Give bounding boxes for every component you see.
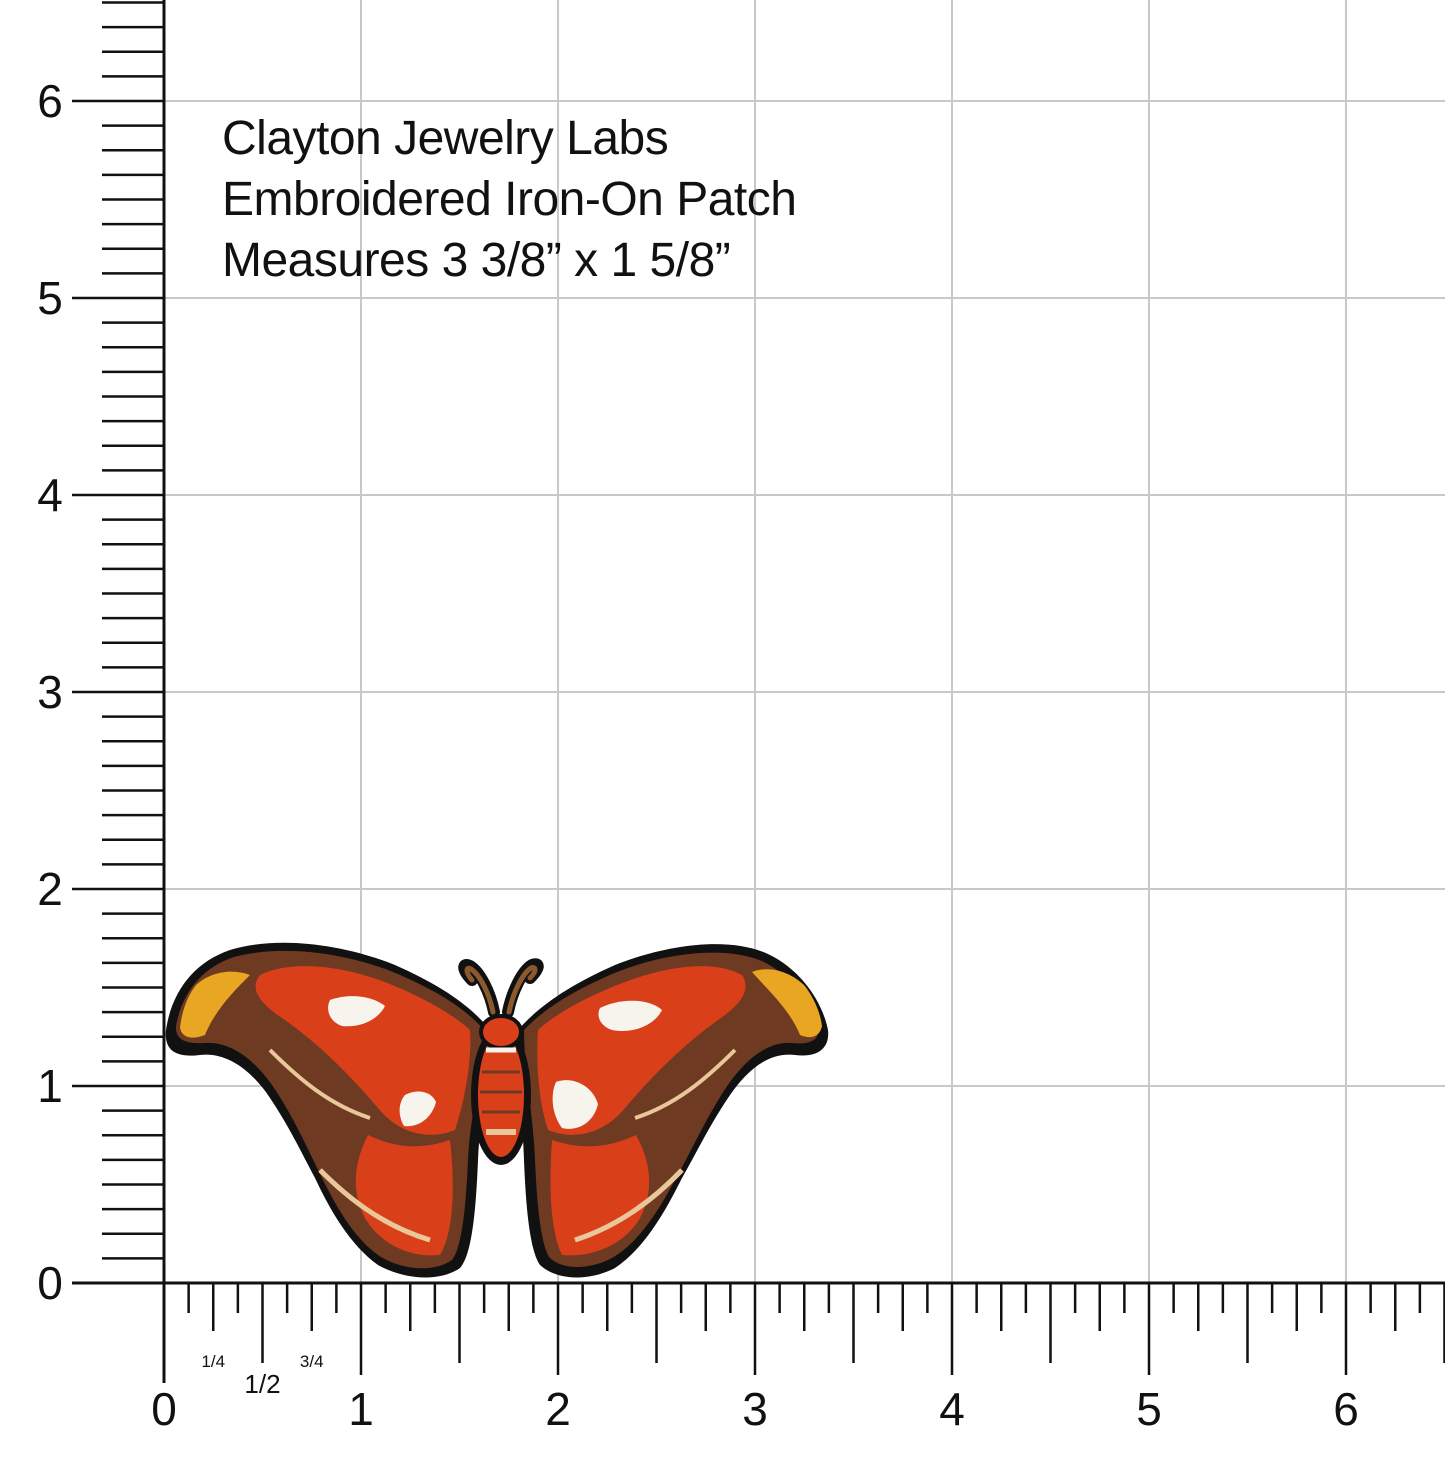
fraction-label: 3/4 xyxy=(300,1352,324,1371)
vertical-ruler: 0 1 2 3 4 5 6 xyxy=(37,0,166,1383)
horizontal-ruler-label: 6 xyxy=(1333,1383,1359,1435)
horizontal-ruler-label: 0 xyxy=(151,1383,177,1435)
horizontal-ruler-label: 4 xyxy=(939,1383,965,1435)
moth-patch-image xyxy=(165,942,829,1278)
moth-body xyxy=(458,958,544,1165)
caption-measurements: Measures 3 3/8” x 1 5/8” xyxy=(222,234,731,287)
fraction-label: 1/4 xyxy=(201,1352,225,1371)
product-caption: Clayton Jewelry Labs Embroidered Iron-On… xyxy=(222,108,797,291)
vertical-ruler-label: 4 xyxy=(37,469,63,521)
left-wing xyxy=(165,942,490,1278)
horizontal-ruler-label: 3 xyxy=(742,1383,768,1435)
right-hindwing-spot xyxy=(552,1080,598,1129)
right-forewing-spot xyxy=(598,1000,662,1032)
horizontal-ruler-label: 5 xyxy=(1136,1383,1162,1435)
horizontal-ruler-label: 1 xyxy=(348,1383,374,1435)
fraction-label: 1/2 xyxy=(244,1369,280,1399)
left-forewing-spot xyxy=(328,996,385,1027)
vertical-ruler-label: 3 xyxy=(37,666,63,718)
vertical-ruler-label: 5 xyxy=(37,272,63,324)
caption-brand: Clayton Jewelry Labs xyxy=(222,112,669,165)
vertical-ruler-label: 6 xyxy=(37,75,63,127)
horizontal-ruler-label: 2 xyxy=(545,1383,571,1435)
vertical-ruler-label: 1 xyxy=(37,1060,63,1112)
caption-product-type: Embroidered Iron-On Patch xyxy=(222,173,797,226)
vertical-ruler-label: 0 xyxy=(37,1257,63,1309)
vertical-ruler-label: 2 xyxy=(37,863,63,915)
horizontal-ruler: 0 1 2 3 4 5 6 1/4 1/2 3/4 xyxy=(72,1281,1445,1435)
left-hindwing-spot xyxy=(399,1091,436,1127)
right-wing xyxy=(518,944,829,1278)
